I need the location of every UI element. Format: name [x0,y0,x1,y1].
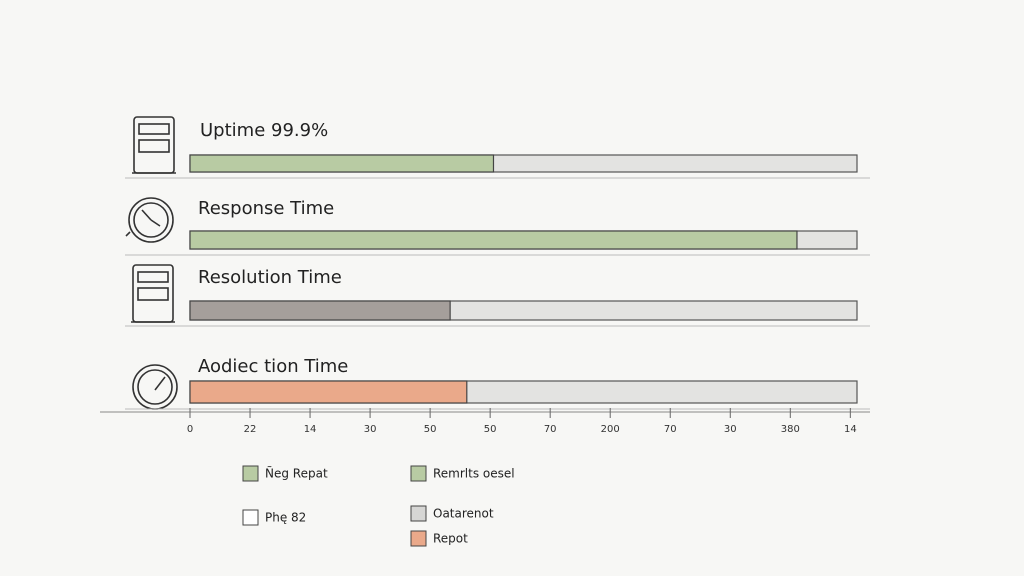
category-label: Aodiec tion Time [198,356,348,377]
legend-label: Repot [433,532,468,546]
x-tick-label: 380 [781,424,800,435]
legend-swatch [242,509,259,526]
server-icon [131,264,175,323]
x-tick-label: 50 [484,424,497,435]
x-tick-label: 22 [244,424,257,435]
legend-label: Ñeg Repat [265,466,328,481]
category-label: Resolution Time [198,267,342,288]
category-label: Response Time [198,198,334,219]
x-tick-label: 30 [724,424,737,435]
gauge-icon [132,364,178,410]
x-tick-label: 0 [187,424,193,435]
bar [189,300,451,321]
legend-swatch [410,530,427,547]
legend-label: Oatarenot [433,507,494,521]
server-icon [132,116,176,174]
x-tick-label: 14 [844,424,857,435]
x-tick-label: 200 [601,424,620,435]
bar [189,380,468,404]
x-tick-label: 14 [304,424,317,435]
stopwatch-icon [125,197,174,243]
bar [189,154,495,173]
x-tick-label: 30 [364,424,377,435]
legend-swatch [410,505,427,522]
legend-swatch [410,465,427,482]
x-tick-label: 70 [664,424,677,435]
legend-label: Remrlts oesel [433,467,515,481]
bar [189,230,798,250]
legend-label: Phę 82 [265,511,306,525]
x-tick-label: 50 [424,424,437,435]
category-label: Uptime 99.9% [200,120,328,141]
legend-swatch [242,465,259,482]
x-tick-label: 70 [544,424,557,435]
